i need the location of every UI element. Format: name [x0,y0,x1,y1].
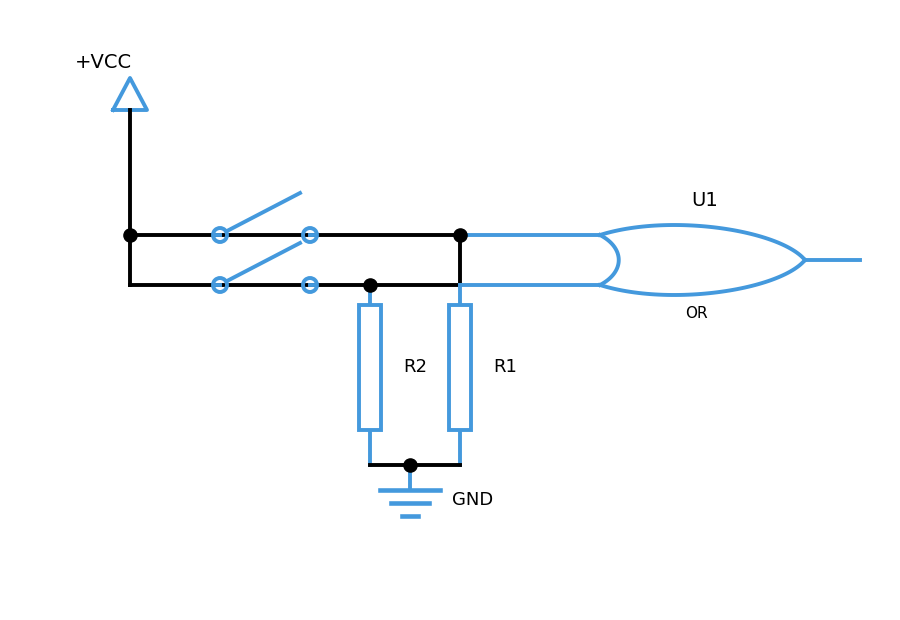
Text: U1: U1 [691,190,718,210]
Point [363,280,377,290]
Text: OR: OR [685,306,707,321]
Text: R1: R1 [493,358,517,376]
Point [403,460,418,470]
Text: R2: R2 [403,358,427,376]
Point [122,230,137,240]
FancyBboxPatch shape [359,305,381,430]
Text: GND: GND [452,491,493,509]
FancyBboxPatch shape [449,305,471,430]
Point [453,230,467,240]
Text: +VCC: +VCC [75,53,132,72]
